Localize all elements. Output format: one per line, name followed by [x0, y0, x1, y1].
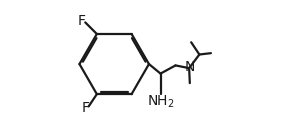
Text: N: N [185, 60, 195, 74]
Text: F: F [78, 14, 86, 28]
Text: F: F [81, 101, 89, 115]
Text: NH$_2$: NH$_2$ [147, 93, 174, 110]
